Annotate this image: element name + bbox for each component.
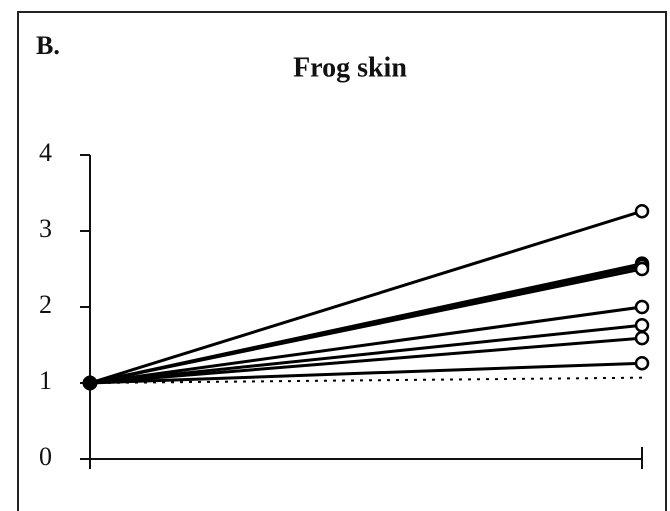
chart-title: Frog skin [293,52,407,83]
y-tick-label: 2 [39,290,52,319]
series-line [89,336,643,385]
series-line [89,209,643,385]
series-line [89,361,643,385]
y-tick-label: 4 [39,138,52,167]
point [82,375,98,391]
series-line [89,267,643,385]
point [634,299,650,315]
series-line [89,323,643,385]
panel-label: B. [36,31,60,60]
point [634,330,650,346]
point [634,355,650,371]
reference-line [89,376,643,384]
series-line [89,305,643,385]
point [634,203,650,219]
point [634,261,650,277]
y-tick-label: 1 [39,366,52,395]
frame [17,11,667,511]
y-tick-label: 0 [39,442,52,471]
point [634,317,650,333]
y-tick-label: 3 [39,214,52,243]
